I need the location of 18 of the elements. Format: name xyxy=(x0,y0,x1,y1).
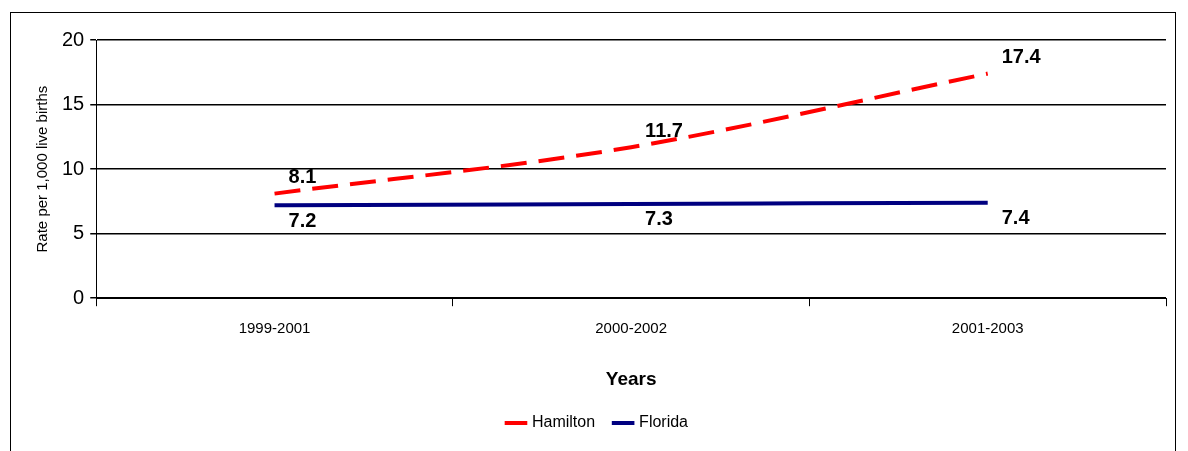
data-label: 8.1 xyxy=(288,165,317,188)
x-tick-label: 2001-2003 xyxy=(951,319,1024,337)
x-tick-label: 2000-2002 xyxy=(595,319,667,337)
y-tick-label: 0 xyxy=(73,285,85,308)
y-tick-label: 15 xyxy=(62,92,85,115)
y-tick-label: 5 xyxy=(73,221,85,244)
y-tick-label: 10 xyxy=(62,156,85,179)
data-label: 11.7 xyxy=(645,118,683,141)
data-label: 7.3 xyxy=(645,207,673,230)
legend-label: Hamilton xyxy=(531,413,596,431)
x-tick-label: 1999-2001 xyxy=(238,319,311,337)
data-label: 7.2 xyxy=(288,208,317,231)
x-axis-title: Years xyxy=(605,367,657,389)
y-axis-title: Rate per 1,000 live births xyxy=(33,85,51,253)
data-label: 7.4 xyxy=(1001,206,1031,229)
data-label: 17.4 xyxy=(1001,45,1042,68)
legend-label: Florida xyxy=(639,413,689,431)
y-tick-label: 20 xyxy=(62,27,85,50)
